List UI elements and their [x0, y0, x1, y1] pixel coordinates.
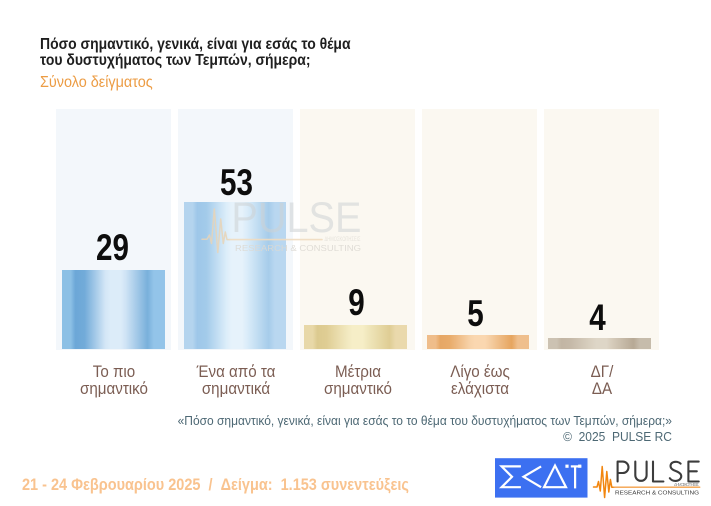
svg-text:PULSE: PULSE: [231, 194, 361, 242]
svg-text:RESEARCH & CONSULTING: RESEARCH & CONSULTING: [235, 243, 361, 253]
svg-text:RESEARCH & CONSULTING: RESEARCH & CONSULTING: [615, 490, 699, 496]
svg-text:ΔΗΜΟΣΚΟΠΗΣΕΙΣ: ΔΗΜΟΣΚΟΠΗΣΕΙΣ: [325, 236, 361, 243]
svg-text:ΔΗΜΟΣΚΟΠΗΣΕΙΣ: ΔΗΜΟΣΚΟΠΗΣΕΙΣ: [674, 482, 699, 487]
